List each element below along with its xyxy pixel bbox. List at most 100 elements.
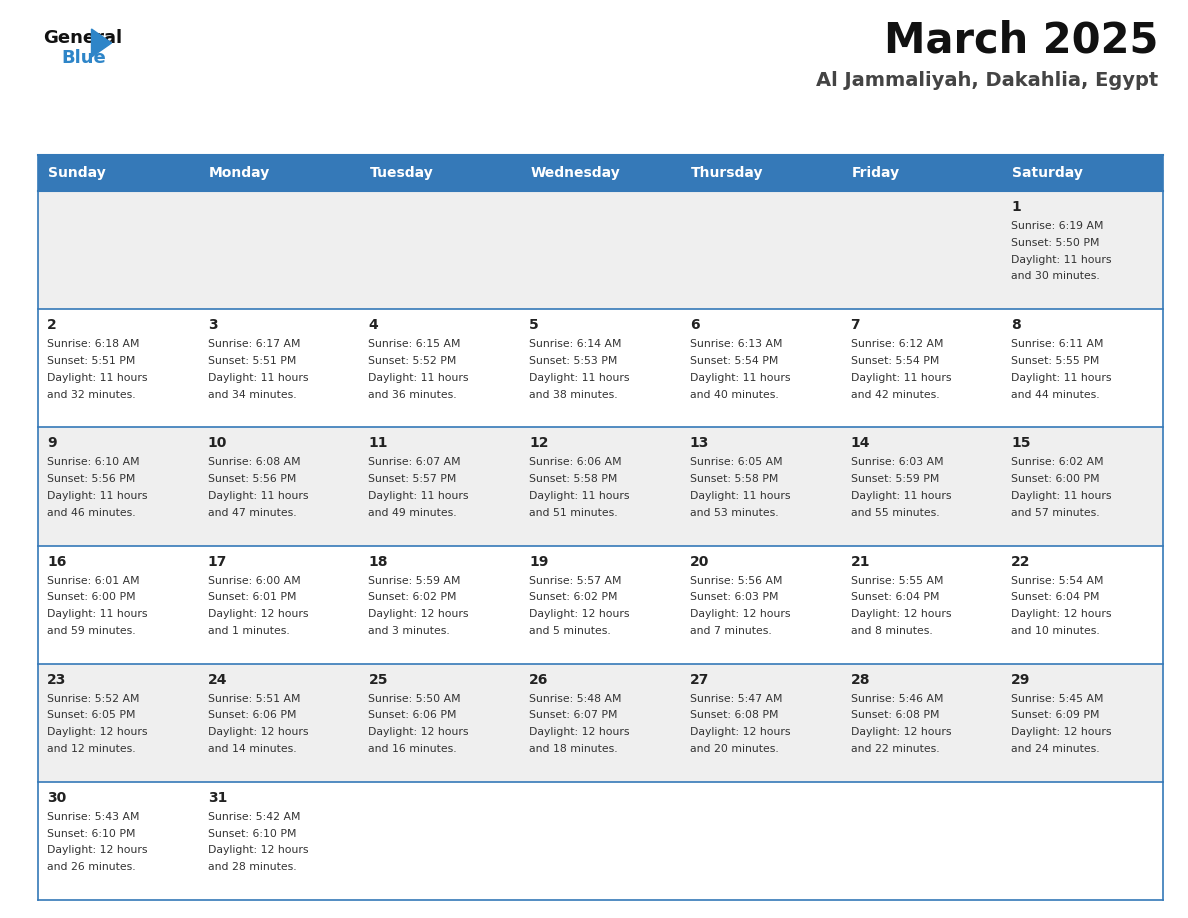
Bar [1003, 155, 1163, 191]
Text: 17: 17 [208, 554, 227, 568]
Text: Daylight: 12 hours: Daylight: 12 hours [368, 727, 469, 737]
Text: March 2025: March 2025 [884, 19, 1158, 61]
Text: and 24 minutes.: and 24 minutes. [1011, 744, 1100, 754]
Text: Sunset: 6:03 PM: Sunset: 6:03 PM [690, 592, 778, 602]
Bar [38, 191, 1163, 309]
Bar [38, 428, 1163, 545]
Text: 3: 3 [208, 319, 217, 332]
Text: Daylight: 12 hours: Daylight: 12 hours [1011, 727, 1112, 737]
Text: Sunset: 5:54 PM: Sunset: 5:54 PM [851, 356, 939, 366]
Text: and 47 minutes.: and 47 minutes. [208, 508, 296, 518]
Text: Sunrise: 6:14 AM: Sunrise: 6:14 AM [529, 339, 621, 349]
Text: Sunset: 6:07 PM: Sunset: 6:07 PM [529, 711, 618, 721]
Text: 26: 26 [529, 673, 549, 687]
Text: and 57 minutes.: and 57 minutes. [1011, 508, 1100, 518]
Text: Sunset: 5:52 PM: Sunset: 5:52 PM [368, 356, 457, 366]
Text: Sunset: 5:55 PM: Sunset: 5:55 PM [1011, 356, 1100, 366]
Text: Sunrise: 6:12 AM: Sunrise: 6:12 AM [851, 339, 943, 349]
Text: 1: 1 [1011, 200, 1020, 214]
Text: 5: 5 [529, 319, 539, 332]
Text: Sunset: 5:59 PM: Sunset: 5:59 PM [851, 474, 939, 484]
Text: Sunrise: 5:48 AM: Sunrise: 5:48 AM [529, 694, 621, 704]
Text: Daylight: 12 hours: Daylight: 12 hours [690, 727, 790, 737]
Bar [841, 155, 1003, 191]
Text: and 49 minutes.: and 49 minutes. [368, 508, 457, 518]
Text: and 14 minutes.: and 14 minutes. [208, 744, 296, 754]
Text: and 8 minutes.: and 8 minutes. [851, 626, 933, 636]
Text: Sunrise: 5:59 AM: Sunrise: 5:59 AM [368, 576, 461, 586]
Text: Daylight: 11 hours: Daylight: 11 hours [48, 610, 147, 619]
Text: Sunset: 6:05 PM: Sunset: 6:05 PM [48, 711, 135, 721]
Text: 24: 24 [208, 673, 227, 687]
Text: 9: 9 [48, 436, 57, 451]
Text: Sunrise: 6:15 AM: Sunrise: 6:15 AM [368, 339, 461, 349]
Text: 30: 30 [48, 790, 67, 805]
Text: Sunset: 5:56 PM: Sunset: 5:56 PM [48, 474, 135, 484]
Text: Sunrise: 5:46 AM: Sunrise: 5:46 AM [851, 694, 943, 704]
Text: Sunrise: 6:06 AM: Sunrise: 6:06 AM [529, 457, 621, 467]
Text: and 46 minutes.: and 46 minutes. [48, 508, 135, 518]
Text: 31: 31 [208, 790, 227, 805]
Text: Sunset: 5:53 PM: Sunset: 5:53 PM [529, 356, 618, 366]
Text: Sunset: 6:09 PM: Sunset: 6:09 PM [1011, 711, 1100, 721]
Text: and 36 minutes.: and 36 minutes. [368, 389, 457, 399]
Text: Daylight: 12 hours: Daylight: 12 hours [48, 727, 147, 737]
Text: and 3 minutes.: and 3 minutes. [368, 626, 450, 636]
Text: 16: 16 [48, 554, 67, 568]
Text: Daylight: 12 hours: Daylight: 12 hours [529, 610, 630, 619]
Text: 27: 27 [690, 673, 709, 687]
Text: Sunrise: 5:55 AM: Sunrise: 5:55 AM [851, 576, 943, 586]
Text: Daylight: 11 hours: Daylight: 11 hours [48, 373, 147, 383]
Text: Sunday: Sunday [48, 166, 106, 180]
Polygon shape [91, 29, 112, 57]
Text: Sunset: 6:02 PM: Sunset: 6:02 PM [368, 592, 457, 602]
Text: Sunset: 6:00 PM: Sunset: 6:00 PM [48, 592, 135, 602]
Text: Daylight: 12 hours: Daylight: 12 hours [368, 610, 469, 619]
Text: and 42 minutes.: and 42 minutes. [851, 389, 940, 399]
Text: and 12 minutes.: and 12 minutes. [48, 744, 135, 754]
Text: and 10 minutes.: and 10 minutes. [1011, 626, 1100, 636]
Text: 4: 4 [368, 319, 378, 332]
Text: Saturday: Saturday [1012, 166, 1083, 180]
Text: Sunset: 5:58 PM: Sunset: 5:58 PM [529, 474, 618, 484]
Text: Daylight: 11 hours: Daylight: 11 hours [208, 373, 308, 383]
Text: and 40 minutes.: and 40 minutes. [690, 389, 778, 399]
Text: Daylight: 11 hours: Daylight: 11 hours [368, 373, 469, 383]
Text: Daylight: 12 hours: Daylight: 12 hours [690, 610, 790, 619]
Text: Thursday: Thursday [691, 166, 764, 180]
Text: 22: 22 [1011, 554, 1031, 568]
Text: Daylight: 12 hours: Daylight: 12 hours [851, 610, 952, 619]
Text: Sunrise: 6:19 AM: Sunrise: 6:19 AM [1011, 221, 1104, 231]
Text: Sunrise: 6:08 AM: Sunrise: 6:08 AM [208, 457, 301, 467]
Text: and 38 minutes.: and 38 minutes. [529, 389, 618, 399]
Text: 15: 15 [1011, 436, 1031, 451]
Text: Sunrise: 6:18 AM: Sunrise: 6:18 AM [48, 339, 139, 349]
Text: Sunset: 6:08 PM: Sunset: 6:08 PM [690, 711, 778, 721]
Text: Daylight: 12 hours: Daylight: 12 hours [208, 845, 308, 856]
Text: Sunrise: 6:05 AM: Sunrise: 6:05 AM [690, 457, 783, 467]
Text: 13: 13 [690, 436, 709, 451]
Text: Sunrise: 5:51 AM: Sunrise: 5:51 AM [208, 694, 301, 704]
Text: Sunset: 6:10 PM: Sunset: 6:10 PM [48, 829, 135, 839]
Text: 19: 19 [529, 554, 549, 568]
Text: Sunrise: 6:00 AM: Sunrise: 6:00 AM [208, 576, 301, 586]
Text: Daylight: 11 hours: Daylight: 11 hours [529, 491, 630, 501]
Text: Daylight: 11 hours: Daylight: 11 hours [1011, 491, 1112, 501]
Bar [520, 155, 681, 191]
Text: Blue: Blue [61, 49, 106, 67]
Text: Sunrise: 5:42 AM: Sunrise: 5:42 AM [208, 812, 301, 822]
Text: 7: 7 [851, 319, 860, 332]
Text: Sunset: 6:10 PM: Sunset: 6:10 PM [208, 829, 296, 839]
Text: Sunrise: 6:10 AM: Sunrise: 6:10 AM [48, 457, 140, 467]
Text: Sunset: 6:04 PM: Sunset: 6:04 PM [851, 592, 939, 602]
Text: Sunset: 6:06 PM: Sunset: 6:06 PM [368, 711, 457, 721]
Text: Sunrise: 6:01 AM: Sunrise: 6:01 AM [48, 576, 140, 586]
Text: Sunset: 6:02 PM: Sunset: 6:02 PM [529, 592, 618, 602]
Text: Sunset: 6:00 PM: Sunset: 6:00 PM [1011, 474, 1100, 484]
Text: and 5 minutes.: and 5 minutes. [529, 626, 611, 636]
Text: Monday: Monday [209, 166, 270, 180]
Text: Sunrise: 6:03 AM: Sunrise: 6:03 AM [851, 457, 943, 467]
Text: Sunrise: 5:52 AM: Sunrise: 5:52 AM [48, 694, 139, 704]
Bar [38, 545, 1163, 664]
Text: Sunset: 5:58 PM: Sunset: 5:58 PM [690, 474, 778, 484]
